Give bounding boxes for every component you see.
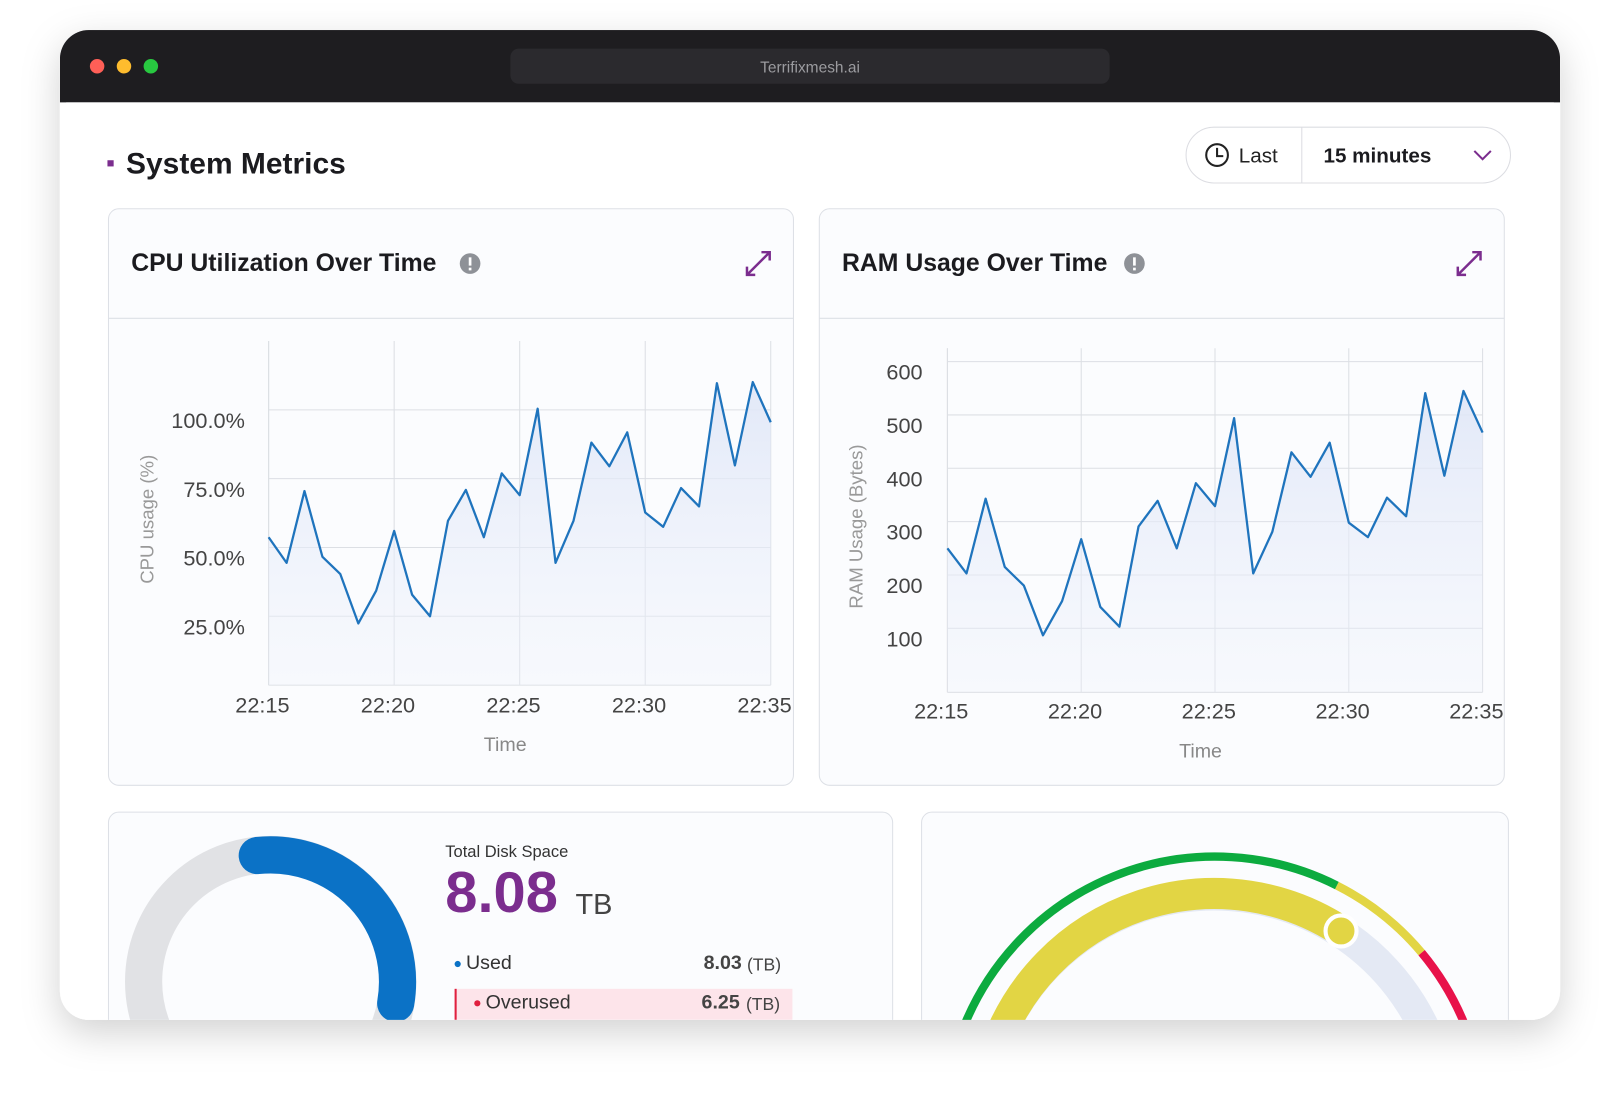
legend-value: 6.25 bbox=[702, 991, 740, 1013]
info-dot bbox=[1133, 267, 1136, 271]
y-tick-label: 200 bbox=[886, 573, 922, 598]
gauge-knob bbox=[1323, 913, 1359, 949]
disk-unit: TB bbox=[575, 889, 612, 921]
chart-card: RAM Usage Over Time 100 200 300 400 500 600 22:… bbox=[818, 208, 1505, 786]
line bbox=[946, 389, 1484, 637]
maximize-button[interactable] bbox=[143, 58, 159, 74]
y-axis-title: RAM Usage (Bytes) bbox=[845, 444, 866, 608]
gauge-card bbox=[921, 811, 1509, 1020]
legend-label: Used bbox=[466, 952, 512, 974]
info-dot bbox=[468, 267, 472, 271]
x-axis-title: Time bbox=[1179, 740, 1222, 762]
x-tick-label: 22:15 bbox=[235, 693, 289, 718]
x-tick-label: 22:35 bbox=[737, 693, 791, 718]
y-tick-label: 50.0% bbox=[183, 546, 245, 571]
disk-total: 8.08 bbox=[445, 861, 558, 925]
page-title: System Metrics bbox=[126, 147, 346, 180]
expand-icon[interactable] bbox=[745, 250, 771, 277]
highlight-row bbox=[454, 988, 793, 1020]
legend-label: Overused bbox=[486, 991, 571, 1013]
url-bar[interactable] bbox=[510, 48, 1110, 84]
donut-used bbox=[238, 836, 417, 1020]
legend-unit: (TB) bbox=[746, 994, 780, 1014]
url: Terrifixmesh.ai bbox=[760, 59, 860, 76]
y-tick-label: 600 bbox=[886, 360, 922, 385]
legend-dot bbox=[474, 1000, 481, 1007]
gauge-fill bbox=[981, 878, 1350, 1020]
chart-card: CPU Utilization Over Time 25.0% 50.0% 75.0%… bbox=[107, 208, 794, 786]
y-axis-title: CPU usage (%) bbox=[137, 455, 158, 584]
x-tick-label: 22:35 bbox=[1449, 699, 1503, 724]
time-prefix: Last bbox=[1239, 145, 1278, 168]
gauge-zone-yellow bbox=[1335, 881, 1425, 956]
x-tick-label: 22:30 bbox=[612, 693, 666, 718]
gauge-zone-red bbox=[1418, 950, 1476, 1020]
y-tick-label: 25.0% bbox=[183, 614, 245, 639]
card-title: RAM Usage Over Time bbox=[842, 250, 1107, 277]
y-tick-label: 500 bbox=[886, 413, 922, 438]
minimize-button[interactable] bbox=[116, 58, 132, 74]
legend-dot bbox=[454, 960, 461, 968]
clock-icon bbox=[1205, 143, 1229, 167]
disk-title: Total Disk Space bbox=[445, 842, 568, 861]
area bbox=[268, 382, 771, 686]
legend-unit: (TB) bbox=[747, 955, 781, 975]
y-tick-label: 100.0% bbox=[171, 408, 245, 433]
x-tick-label: 22:30 bbox=[1315, 699, 1369, 724]
clock-hands bbox=[1216, 147, 1224, 158]
x-tick-label: 22:25 bbox=[486, 693, 540, 718]
y-tick-label: 75.0% bbox=[183, 477, 245, 502]
y-tick-label: 100 bbox=[886, 626, 922, 651]
dropdown-chevron[interactable] bbox=[1473, 150, 1492, 161]
title-marker bbox=[107, 160, 114, 167]
x-tick-label: 22:15 bbox=[914, 699, 968, 724]
x-tick-label: 22:25 bbox=[1182, 699, 1236, 724]
gauge-zone-green bbox=[955, 852, 1339, 1020]
window-content: Terrifixmesh.ai System Metrics Last 15 m… bbox=[59, 30, 1561, 1020]
time-value: 15 minutes bbox=[1323, 145, 1431, 168]
close-button[interactable] bbox=[89, 58, 105, 74]
line bbox=[267, 380, 772, 625]
x-tick-label: 22:20 bbox=[361, 693, 415, 718]
info-mark bbox=[468, 257, 472, 266]
expand-icon[interactable] bbox=[1456, 250, 1482, 277]
card-title: CPU Utilization Over Time bbox=[131, 250, 436, 277]
x-axis-title: Time bbox=[484, 734, 527, 756]
time-picker[interactable] bbox=[1185, 126, 1512, 184]
legend-value: 8.03 bbox=[704, 952, 742, 974]
area bbox=[947, 390, 1483, 693]
x-tick-label: 22:20 bbox=[1048, 699, 1102, 724]
y-tick-label: 300 bbox=[886, 520, 922, 545]
y-tick-label: 400 bbox=[886, 466, 922, 491]
info-mark bbox=[1133, 257, 1136, 266]
